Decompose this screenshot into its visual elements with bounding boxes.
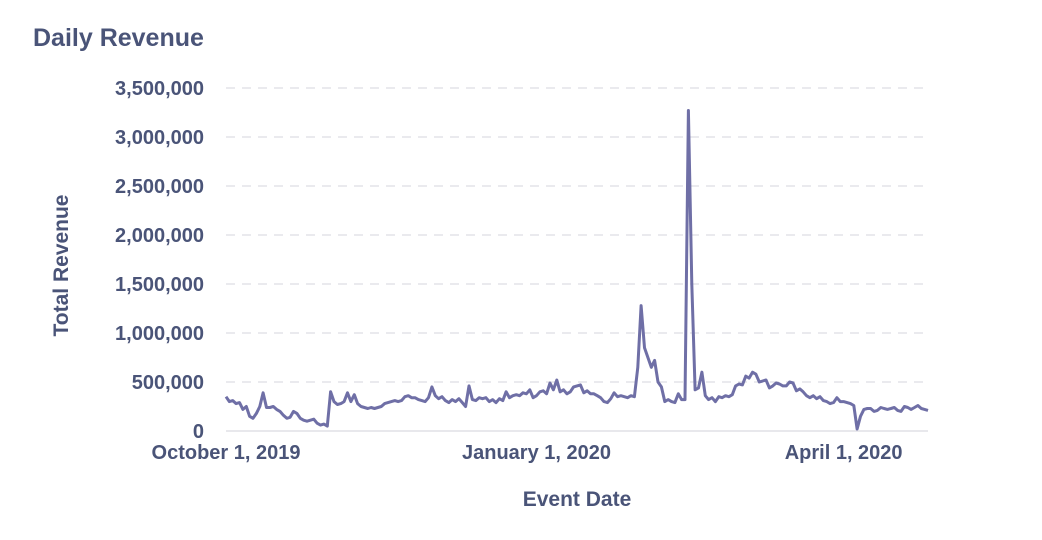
x-axis-title: Event Date [523, 488, 632, 511]
y-tick-label: 1,500,000 [115, 274, 204, 296]
chart-title: Daily Revenue [33, 24, 204, 52]
y-tick-label: 2,500,000 [115, 176, 204, 198]
y-tick-label: 3,000,000 [115, 127, 204, 149]
y-tick-label: 0 [193, 421, 204, 443]
y-tick-label: 500,000 [132, 372, 204, 394]
y-axis-title: Total Revenue [50, 195, 73, 337]
y-tick-label: 2,000,000 [115, 225, 204, 247]
x-tick-label: January 1, 2020 [462, 442, 611, 464]
series-line [224, 109, 929, 431]
x-axis-ticks: October 1, 2019 January 1, 2020 April 1, 2… [152, 442, 903, 464]
x-tick-label: October 1, 2019 [152, 442, 301, 464]
x-tick-label: April 1, 2020 [785, 442, 903, 464]
y-axis-ticks: 0 500,000 1,000,000 1,500,000 2,000,000 2,500… [115, 78, 204, 443]
y-tick-label: 3,500,000 [115, 78, 204, 100]
grid-lines [226, 87, 928, 383]
y-tick-label: 1,000,000 [115, 323, 204, 345]
